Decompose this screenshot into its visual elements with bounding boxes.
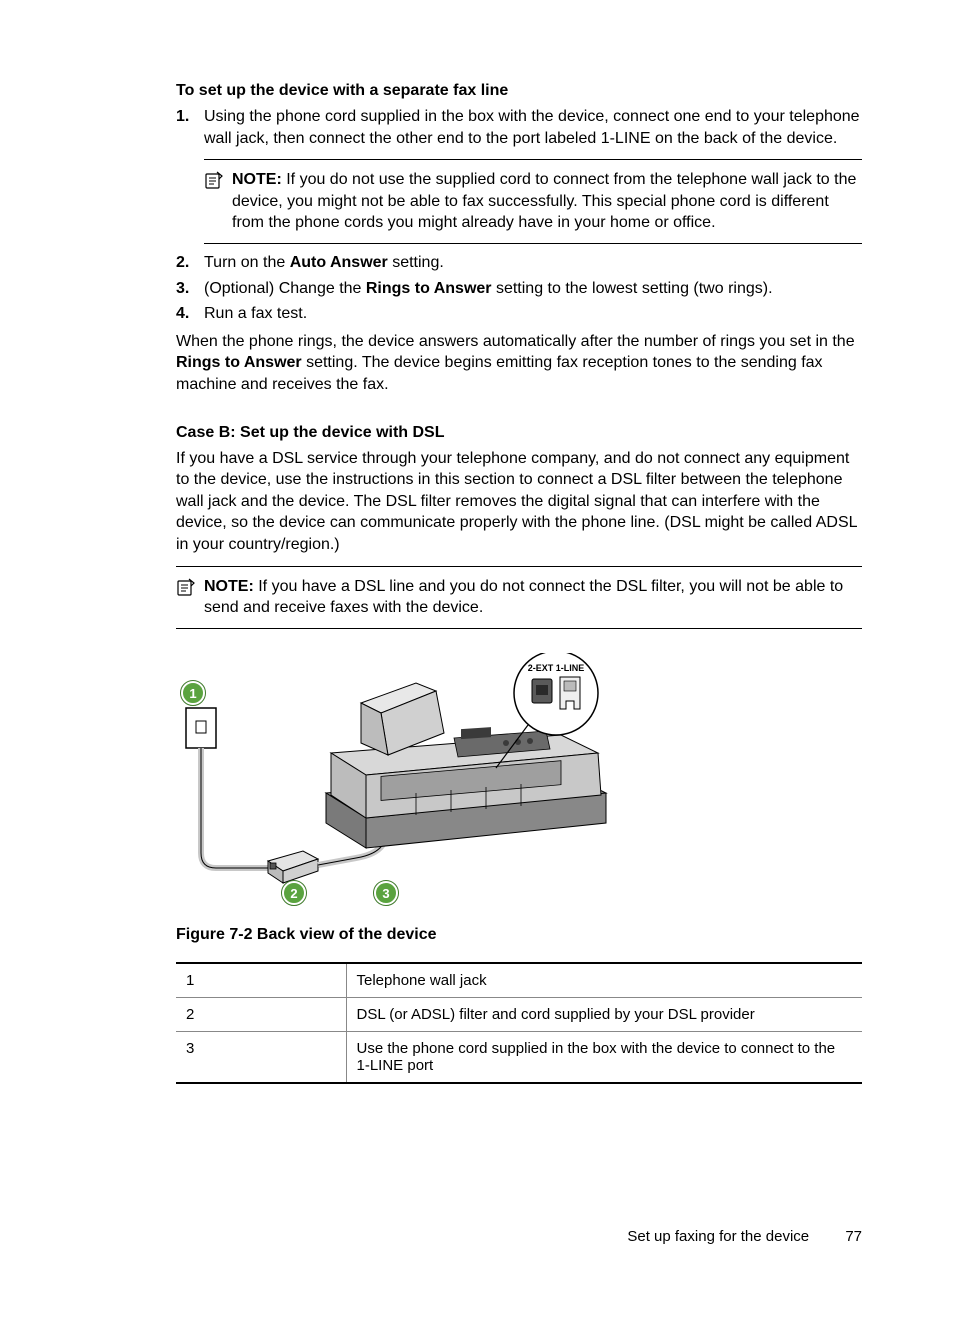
step-bold: Rings to Answer	[366, 280, 492, 297]
table-row: 2 DSL (or ADSL) filter and cord supplied…	[176, 997, 862, 1031]
legend-desc: Use the phone cord supplied in the box w…	[346, 1031, 862, 1083]
section2-para: If you have a DSL service through your t…	[176, 448, 862, 556]
note-text: NOTE: If you do not use the supplied cor…	[232, 169, 862, 234]
svg-text:2: 2	[290, 886, 297, 901]
figure-7-2: 2-EXT 1-LINE 1 2 3	[176, 653, 862, 918]
note-icon	[176, 576, 204, 619]
page-content: To set up the device with a separate fax…	[0, 0, 954, 1084]
step-2: 2. Turn on the Auto Answer setting.	[176, 252, 862, 274]
step-body: Run a fax test.	[204, 303, 862, 325]
para-prefix: When the phone rings, the device answers…	[176, 333, 855, 350]
legend-desc: Telephone wall jack	[346, 963, 862, 998]
callout-2: 2	[282, 880, 307, 905]
step-suffix: setting to the lowest setting (two rings…	[492, 280, 773, 297]
table-row: 1 Telephone wall jack	[176, 963, 862, 998]
step-3: 3. (Optional) Change the Rings to Answer…	[176, 278, 862, 300]
step-number: 4.	[176, 303, 204, 325]
note-body: If you have a DSL line and you do not co…	[204, 578, 843, 617]
step-4: 4. Run a fax test.	[176, 303, 862, 325]
step-body: Turn on the Auto Answer setting.	[204, 252, 862, 274]
footer-text: Set up faxing for the device	[627, 1228, 809, 1245]
step-body: Using the phone cord supplied in the box…	[204, 106, 862, 149]
note-label: NOTE:	[232, 171, 282, 188]
step-1: 1. Using the phone cord supplied in the …	[176, 106, 862, 149]
port-label: 2-EXT 1-LINE	[528, 663, 585, 673]
legend-table: 1 Telephone wall jack 2 DSL (or ADSL) fi…	[176, 962, 862, 1084]
step-number: 3.	[176, 278, 204, 300]
svg-text:1: 1	[189, 686, 196, 701]
step-suffix: setting.	[388, 254, 444, 271]
note-label: NOTE:	[204, 578, 254, 595]
note-icon	[204, 169, 232, 234]
section1-heading: To set up the device with a separate fax…	[176, 82, 862, 100]
legend-num: 3	[176, 1031, 346, 1083]
page-footer: Set up faxing for the device 77	[627, 1228, 862, 1245]
legend-num: 2	[176, 997, 346, 1031]
step-number: 2.	[176, 252, 204, 274]
figure-caption: Figure 7-2 Back view of the device	[176, 926, 862, 944]
note-block-1: NOTE: If you do not use the supplied cor…	[204, 159, 862, 244]
table-row: 3 Use the phone cord supplied in the box…	[176, 1031, 862, 1083]
legend-desc: DSL (or ADSL) filter and cord supplied b…	[346, 997, 862, 1031]
section2-heading: Case B: Set up the device with DSL	[176, 424, 862, 442]
para-bold: Rings to Answer	[176, 354, 302, 371]
step-number: 1.	[176, 106, 204, 149]
step-prefix: Turn on the	[204, 254, 290, 271]
callout-1: 1	[181, 680, 206, 705]
svg-text:3: 3	[382, 886, 389, 901]
note-body: If you do not use the supplied cord to c…	[232, 171, 856, 231]
legend-num: 1	[176, 963, 346, 998]
note-block-2: NOTE: If you have a DSL line and you do …	[176, 566, 862, 629]
step-bold: Auto Answer	[290, 254, 388, 271]
callout-3: 3	[374, 880, 399, 905]
step-body: (Optional) Change the Rings to Answer se…	[204, 278, 862, 300]
note-text: NOTE: If you have a DSL line and you do …	[204, 576, 862, 619]
step-prefix: (Optional) Change the	[204, 280, 366, 297]
section1-para: When the phone rings, the device answers…	[176, 331, 862, 396]
footer-page: 77	[845, 1228, 862, 1245]
device-diagram: 2-EXT 1-LINE 1 2 3	[176, 653, 626, 913]
